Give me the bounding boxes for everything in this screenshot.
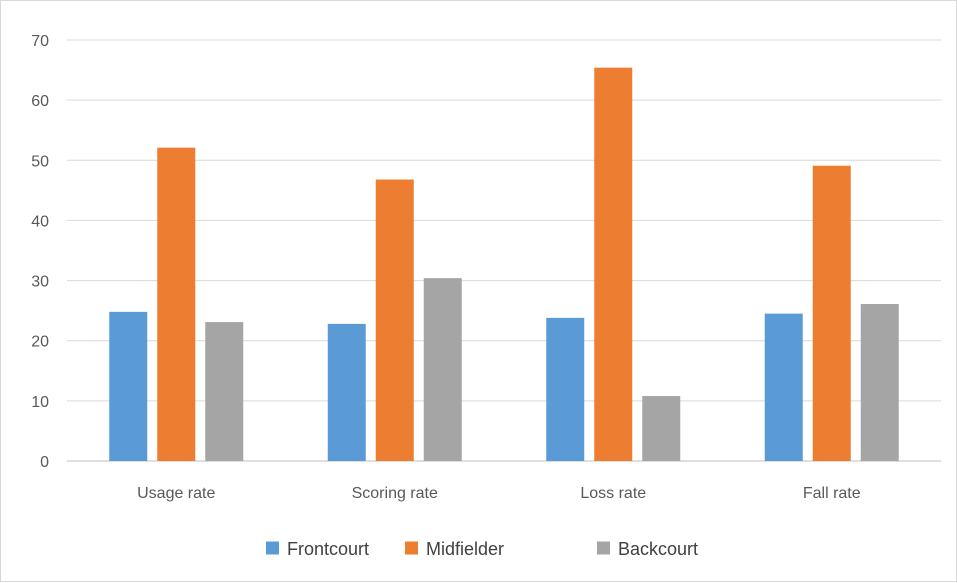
bar-backcourt-usage-rate [205, 322, 244, 461]
y-tick-label: 10 [31, 394, 49, 411]
legend-label-midfielder: Midfielder [426, 539, 504, 559]
bar-backcourt-fall-rate [860, 304, 899, 461]
bars [109, 67, 899, 462]
bar-frontcourt-fall-rate [764, 313, 803, 461]
bar-backcourt-scoring-rate [423, 278, 462, 461]
y-tick-label: 50 [31, 153, 49, 170]
legend-label-frontcourt: Frontcourt [287, 539, 369, 559]
bar-midfielder-usage-rate [157, 147, 196, 462]
y-tick-label: 30 [31, 274, 49, 291]
bar-frontcourt-usage-rate [109, 311, 148, 461]
bar-backcourt-loss-rate [642, 396, 681, 461]
legend-swatch-midfielder [405, 541, 418, 555]
legend-swatch-frontcourt [266, 541, 279, 555]
legend-label-backcourt: Backcourt [618, 539, 698, 559]
y-tick-label: 70 [31, 33, 49, 50]
x-category-label: Scoring rate [352, 485, 438, 502]
bar-midfielder-fall-rate [812, 165, 851, 461]
legend: Frontcourt Midfielder Backcourt [266, 539, 698, 559]
bar-frontcourt-loss-rate [546, 317, 585, 461]
y-tick-label: 20 [31, 334, 49, 351]
x-category-label: Loss rate [580, 485, 646, 502]
gridlines [67, 39, 941, 462]
y-axis-tick-labels: 0 10 20 30 40 50 60 70 [31, 33, 49, 471]
x-category-label: Usage rate [137, 485, 215, 502]
legend-swatch-backcourt [597, 541, 610, 555]
x-axis-category-labels: Usage rate Scoring rate Loss rate Fall rate [137, 485, 861, 502]
bar-midfielder-loss-rate [594, 67, 633, 461]
bar-frontcourt-scoring-rate [327, 323, 366, 461]
y-tick-label: 60 [31, 93, 49, 110]
bar-midfielder-scoring-rate [375, 179, 414, 461]
y-tick-label: 0 [40, 454, 49, 471]
y-tick-label: 40 [31, 213, 49, 230]
x-category-label: Fall rate [803, 485, 861, 502]
